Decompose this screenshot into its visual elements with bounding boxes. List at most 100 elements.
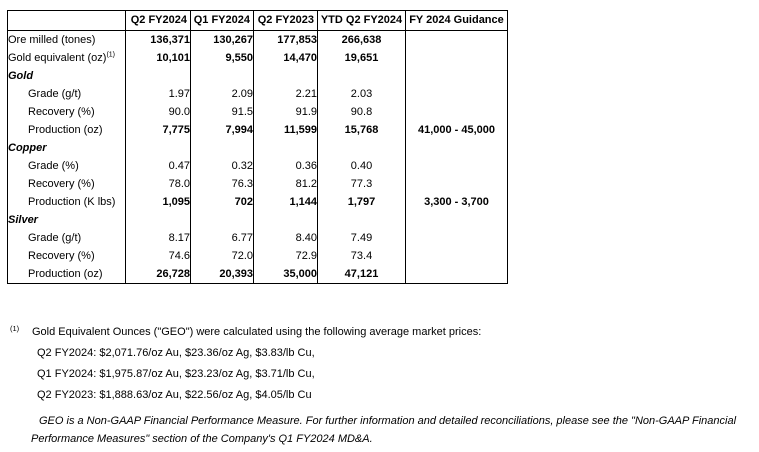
data-row: Grade (%) 0.47 0.32 0.36 0.40 — [7, 157, 508, 175]
value-cell: 9,550 — [190, 49, 254, 67]
guidance-cell — [405, 103, 508, 121]
row-label: Grade (g/t) — [7, 85, 126, 103]
row-label: Grade (g/t) — [7, 229, 126, 247]
value-cell: 91.5 — [190, 103, 254, 121]
value-cell: 77.3 — [317, 175, 406, 193]
row-label: Production (oz) — [7, 265, 126, 284]
section-row: Silver — [7, 211, 508, 229]
value-cell — [190, 139, 254, 157]
value-cell: 130,267 — [190, 30, 254, 49]
value-cell: 8.40 — [253, 229, 318, 247]
footnote-price-line: Q1 FY2024: $1,975.87/oz Au, $23.23/oz Ag… — [37, 368, 315, 380]
row-label-text: Recovery (%) — [28, 106, 95, 118]
value-cell: 2.21 — [253, 85, 318, 103]
row-label: Gold equivalent (oz)(1) — [7, 49, 126, 67]
table-header-row: Q2 FY2024 Q1 FY2024 Q2 FY2023 YTD Q2 FY2… — [7, 10, 508, 31]
footnote-intro-line: (1) Gold Equivalent Ounces ("GEO") were … — [10, 322, 481, 343]
value-cell: 76.3 — [190, 175, 254, 193]
value-cell: 15,768 — [317, 121, 406, 139]
data-row: Gold equivalent (oz)(1) 10,101 9,550 14,470… — [7, 49, 508, 67]
data-row: Recovery (%) 74.6 72.0 72.9 73.4 — [7, 247, 508, 265]
row-label-text: Silver — [8, 214, 38, 226]
value-cell — [253, 211, 318, 229]
data-row: Production (oz) 7,775 7,994 11,599 15,768 41,… — [7, 121, 508, 139]
row-label-text: Production (oz) — [28, 268, 103, 280]
value-cell: 91.9 — [253, 103, 318, 121]
row-label: Gold — [7, 67, 126, 85]
value-cell: 2.03 — [317, 85, 406, 103]
footnote-price-line: Q2 FY2023: $1,888.63/oz Au, $22.56/oz Ag… — [37, 389, 312, 401]
guidance-cell: 3,300 - 3,700 — [405, 193, 508, 211]
guidance-cell — [405, 85, 508, 103]
guidance-cell — [405, 157, 508, 175]
row-label-text: Recovery (%) — [28, 250, 95, 262]
row-label-text: Gold — [8, 70, 34, 82]
row-label-text: Production (oz) — [28, 124, 103, 136]
value-cell: 72.0 — [190, 247, 254, 265]
value-cell: 7,775 — [125, 121, 191, 139]
data-row: Recovery (%) 78.0 76.3 81.2 77.3 — [7, 175, 508, 193]
value-cell: 1,095 — [125, 193, 191, 211]
footnote-intro-text: Gold Equivalent Ounces ("GEO") were calc… — [32, 326, 482, 338]
value-cell: 0.36 — [253, 157, 318, 175]
value-cell: 73.4 — [317, 247, 406, 265]
value-cell — [317, 139, 406, 157]
value-cell: 136,371 — [125, 30, 191, 49]
guidance-cell — [405, 67, 508, 85]
data-row: Grade (g/t) 8.17 6.77 8.40 7.49 — [7, 229, 508, 247]
value-cell: 14,470 — [253, 49, 318, 67]
value-cell: 0.47 — [125, 157, 191, 175]
value-cell: 11,599 — [253, 121, 318, 139]
value-cell: 20,393 — [190, 265, 254, 284]
value-cell: 7,994 — [190, 121, 254, 139]
row-label: Silver — [7, 211, 126, 229]
row-label-text: Production (K lbs) — [28, 196, 116, 208]
value-cell: 1.97 — [125, 85, 191, 103]
footnote-block: (1) Gold Equivalent Ounces ("GEO") were … — [10, 322, 481, 406]
data-row: Recovery (%) 90.0 91.5 91.9 90.8 — [7, 103, 508, 121]
value-cell: 72.9 — [253, 247, 318, 265]
data-row: Production (oz) 26,728 20,393 35,000 47,121 — [7, 265, 508, 284]
value-cell: 7.49 — [317, 229, 406, 247]
row-label: Ore milled (tones) — [7, 30, 126, 49]
guidance-cell — [405, 211, 508, 229]
value-cell: 2.09 — [190, 85, 254, 103]
value-cell: 6.77 — [190, 229, 254, 247]
data-row: Production (K lbs) 1,095 702 1,144 1,797 3,30… — [7, 193, 508, 211]
header-blank — [7, 10, 126, 31]
value-cell: 19,651 — [317, 49, 406, 67]
data-row: Ore milled (tones) 136,371 130,267 177,853 2… — [7, 30, 508, 49]
value-cell — [125, 67, 191, 85]
value-cell: 78.0 — [125, 175, 191, 193]
value-cell — [190, 211, 254, 229]
row-label-text: Gold equivalent (oz) — [8, 52, 107, 64]
value-cell: 8.17 — [125, 229, 191, 247]
value-cell — [253, 139, 318, 157]
value-cell: 702 — [190, 193, 254, 211]
row-label: Copper — [7, 139, 126, 157]
section-row: Copper — [7, 139, 508, 157]
production-results-table: Q2 FY2024 Q1 FY2024 Q2 FY2023 YTD Q2 FY2… — [7, 10, 508, 284]
value-cell: 1,797 — [317, 193, 406, 211]
value-cell: 81.2 — [253, 175, 318, 193]
value-cell — [125, 211, 191, 229]
value-cell: 10,101 — [125, 49, 191, 67]
value-cell — [253, 67, 318, 85]
row-label: Grade (%) — [7, 157, 126, 175]
row-label-text: Recovery (%) — [28, 178, 95, 190]
header-q2-fy2024: Q2 FY2024 — [125, 10, 191, 31]
non-gaap-disclaimer: GEO is a Non-GAAP Financial Performance … — [31, 415, 737, 445]
row-label-text: Grade (g/t) — [28, 232, 82, 244]
guidance-cell — [405, 175, 508, 193]
value-cell: 26,728 — [125, 265, 191, 284]
row-label: Production (K lbs) — [7, 193, 126, 211]
header-q1-fy2024: Q1 FY2024 — [190, 10, 254, 31]
data-row: Grade (g/t) 1.97 2.09 2.21 2.03 — [7, 85, 508, 103]
value-cell: 35,000 — [253, 265, 318, 284]
value-cell: 0.32 — [190, 157, 254, 175]
value-cell: 177,853 — [253, 30, 318, 49]
header-fy2024-guidance: FY 2024 Guidance — [405, 10, 508, 31]
value-cell: 0.40 — [317, 157, 406, 175]
header-ytd-q2-fy2024: YTD Q2 FY2024 — [317, 10, 406, 31]
